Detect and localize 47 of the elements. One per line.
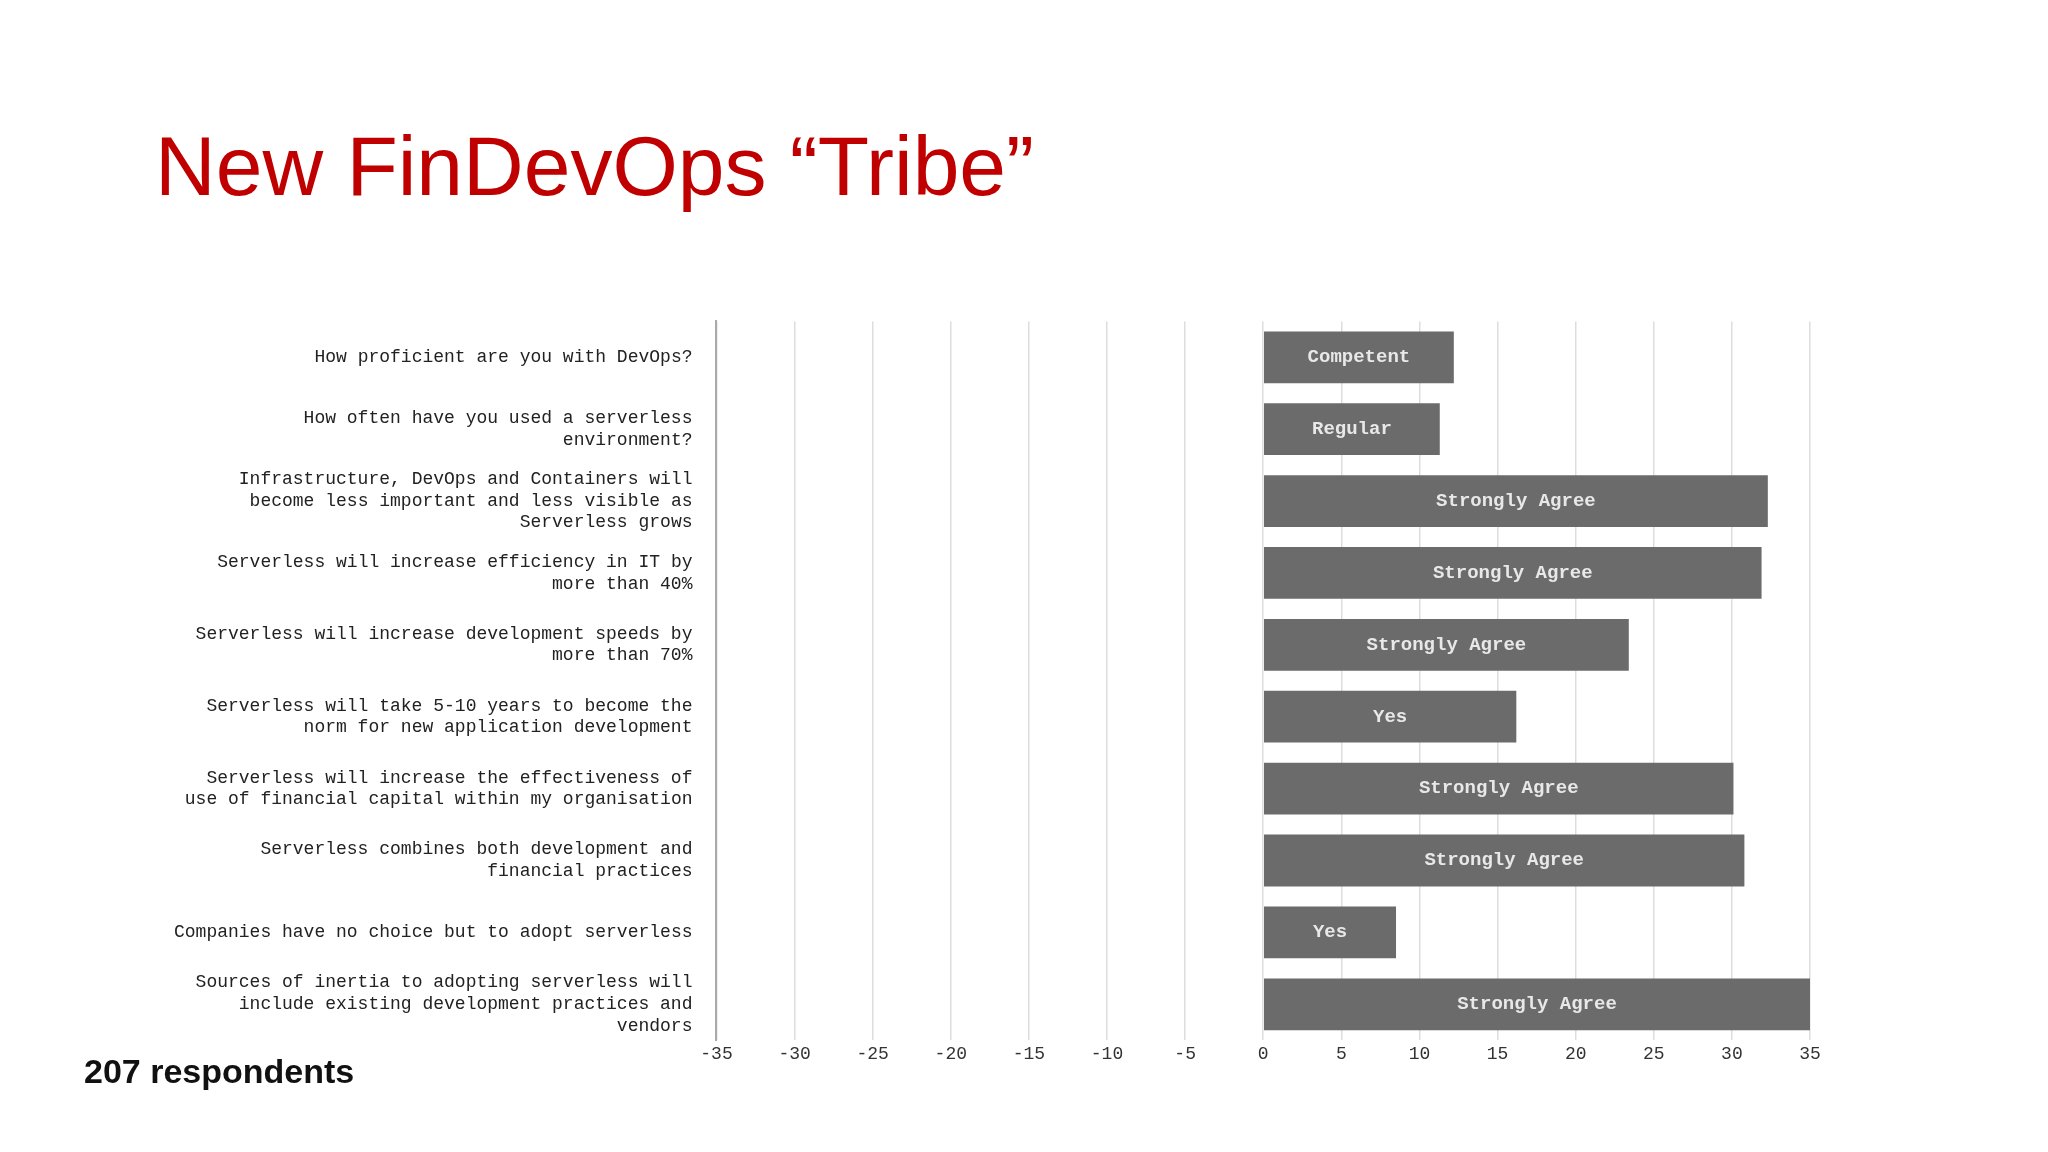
data-label: Yes (1312, 921, 1348, 944)
bar (1263, 547, 1762, 599)
y-tick-label: Serverless will take 5-10 years to become the norm for new application development (206, 695, 693, 738)
y-tick-label: Serverless will increase the effectiveness of use of financial capital within my organisation (184, 767, 693, 810)
x-tick-label: 20 (1564, 1043, 1587, 1064)
x-tick-label: -20 (934, 1043, 968, 1064)
y-tick-label: How proficient are you with DevOps? (314, 347, 693, 368)
chart-title: New FinDevOps “Tribe” (155, 118, 1035, 215)
y-tick-label: Serverless will increase development speeds by more than 70% (195, 623, 693, 666)
x-tick-label: -15 (1012, 1043, 1046, 1064)
y-tick-label: Companies have no choice but to adopt serverless (174, 922, 693, 943)
bar (1263, 834, 1745, 887)
bar (1263, 403, 1440, 456)
data-label: Strongly Agree (1436, 489, 1596, 512)
x-tick-label: 5 (1335, 1043, 1347, 1064)
y-tick-label: Sources of inertia to adopting serverless will include existing development practices and vendors (195, 972, 693, 1036)
y-tick-label: Serverless will increase efficiency in IT by more than 40% (217, 551, 693, 594)
x-tick-label: -10 (1090, 1043, 1124, 1064)
bar (1263, 618, 1629, 671)
data-label: Strongly Agree (1432, 561, 1593, 584)
x-tick-label: 25 (1642, 1043, 1665, 1064)
x-tick-label: -5 (1174, 1043, 1196, 1064)
data-label: Competent (1307, 346, 1411, 369)
y-tick-label: How often have you used a serverless environment? (303, 408, 693, 450)
data-label: Strongly Agree (1418, 777, 1579, 800)
x-tick-label: 35 (1799, 1043, 1821, 1064)
data-label: Strongly Agree (1457, 993, 1617, 1016)
text: 207 respondents (84, 1052, 355, 1091)
bar (1263, 690, 1517, 743)
bar (1263, 906, 1397, 959)
x-tick-label: -25 (856, 1043, 889, 1064)
bar (1263, 475, 1768, 527)
y-tick-label: Infrastructure, DevOps and Containers will become less important and less visible as Serverless grows (238, 469, 693, 533)
bar (1263, 978, 1810, 1031)
y-tick-label: Serverless combines both development and financial practices (260, 839, 693, 882)
bar (1263, 762, 1734, 815)
x-tick-label: -30 (778, 1043, 811, 1064)
data-label: Yes (1373, 705, 1408, 728)
x-tick-label: -35 (700, 1043, 733, 1064)
x-tick-label: 15 (1486, 1043, 1509, 1064)
x-tick-label: 10 (1408, 1043, 1431, 1064)
bar (1263, 331, 1454, 384)
x-tick-label: 30 (1721, 1043, 1743, 1064)
data-label: Regular (1311, 418, 1392, 440)
data-label: Strongly Agree (1424, 849, 1585, 872)
data-label: Strongly Agree (1366, 633, 1527, 656)
x-tick-label: 0 (1257, 1043, 1269, 1064)
